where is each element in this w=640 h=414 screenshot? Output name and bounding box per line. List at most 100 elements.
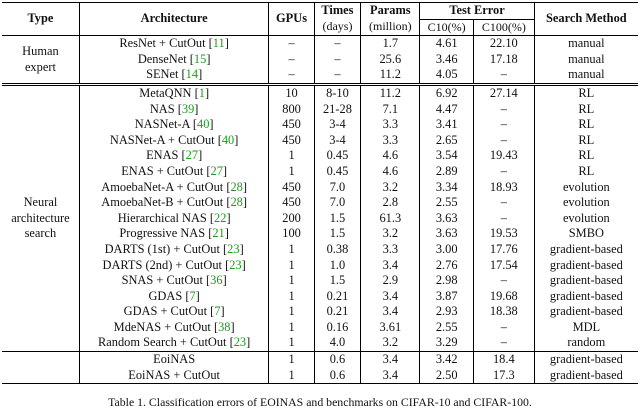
gpus-cell: 1 xyxy=(268,273,315,289)
table-row: NAS [39] 800 21-28 7.1 4.47– RL xyxy=(2,101,638,118)
params-cell: 3.4 xyxy=(360,351,421,368)
c100-cell: 19.53 xyxy=(473,226,535,242)
method-cell: random xyxy=(567,335,606,350)
col-gpus-header: GPUs xyxy=(268,2,315,36)
c100-cell: – xyxy=(473,163,535,180)
params-cell: 11.2 xyxy=(360,84,421,102)
table-row: DenseNet [15] – –25.6 3.46 17.18 manual xyxy=(2,51,638,68)
architecture-cell: DARTS (1st) + CutOut [23] xyxy=(79,241,270,258)
architecture-cell: NAS [39] xyxy=(79,101,270,118)
citation-link[interactable]: 40 xyxy=(221,132,235,147)
method-cell: manual xyxy=(568,36,605,51)
c100-cell: 19.68 xyxy=(473,288,535,305)
table-row: NASNet-A [40] 450 3-4 3.3 3.41– RL xyxy=(2,117,638,133)
c10-cell: 3.34 xyxy=(419,179,474,196)
table-row-ours: EoiNAS + CutOut 1 0.6 3.4 2.50 17.3 gradient-b… xyxy=(2,367,638,384)
c100-cell: – xyxy=(473,319,535,336)
citation-link[interactable]: 27 xyxy=(210,163,223,178)
architecture-name: AmoebaNet-A + CutOut xyxy=(101,179,224,194)
gpus-cell: 1 xyxy=(268,351,315,368)
architecture-name: MdeNAS + CutOut xyxy=(113,319,211,334)
c100-cell: – xyxy=(473,335,535,352)
citation-link[interactable]: 14 xyxy=(185,67,199,82)
c100-cell: – xyxy=(473,273,535,289)
method-cell: SMBO xyxy=(568,226,604,241)
c100-cell: 18.38 xyxy=(473,304,535,320)
c10-cell: 2.65 xyxy=(419,132,474,149)
method-cell: gradient-based xyxy=(549,288,623,303)
params-cell: 3.3 xyxy=(360,132,421,149)
architecture-cell: Hierarchical NAS [22] xyxy=(79,210,270,227)
c100-cell: 22.10 xyxy=(473,35,535,52)
times-cell: 4.0 xyxy=(314,335,362,352)
gpus-cell: – xyxy=(268,51,315,68)
citation-link[interactable]: 7 xyxy=(214,304,221,319)
citation-link[interactable]: 28 xyxy=(230,195,243,210)
architecture-name: Random Search + CutOut xyxy=(98,335,227,350)
gpus-cell: 450 xyxy=(268,179,315,196)
times-cell: 0.45 xyxy=(314,148,362,164)
citation-link[interactable]: 23 xyxy=(229,257,242,272)
gpus-cell: 1 xyxy=(268,288,315,305)
method-cell: MDL xyxy=(572,319,601,334)
citation-link[interactable]: 28 xyxy=(230,179,243,194)
c100-cell: – xyxy=(473,101,535,118)
citation-link[interactable]: 23 xyxy=(227,241,240,256)
architecture-name: DenseNet xyxy=(137,51,187,66)
table-row: DARTS (1st) + CutOut [23] 1 0.38 3.3 3.00 17.… xyxy=(2,241,638,258)
method-cell: gradient-based xyxy=(549,367,623,382)
citation-link[interactable]: 15 xyxy=(193,51,207,66)
c100-cell: 19.43 xyxy=(473,148,535,164)
table-row: Random Search + CutOut [23] 1 4.0 3.2 3.29– r… xyxy=(2,335,638,352)
architecture-name: NASNet-A + CutOut xyxy=(109,132,215,147)
citation-link[interactable]: 40 xyxy=(197,117,210,132)
gpus-cell: 1 xyxy=(268,367,315,384)
method-cell: RL xyxy=(578,132,595,147)
method-cell: RL xyxy=(578,148,595,163)
group-type-label: Human expert xyxy=(2,35,80,85)
params-cell: 3.61 xyxy=(360,319,421,336)
citation-link[interactable]: 22 xyxy=(214,210,227,225)
c100-cell: 18.4 xyxy=(473,351,535,368)
times-cell: 1.0 xyxy=(314,257,362,274)
times-cell: – xyxy=(314,51,362,68)
gpus-cell: 450 xyxy=(268,195,315,211)
c10-cell: 4.05 xyxy=(419,67,474,85)
gpus-cell: 800 xyxy=(268,101,315,118)
citation-link[interactable]: 7 xyxy=(189,288,196,303)
results-table: Type Architecture GPUs Times Params Test… xyxy=(2,2,638,384)
architecture-cell: AmoebaNet-A + CutOut [28] xyxy=(79,179,270,196)
params-cell: 11.2 xyxy=(360,67,421,85)
architecture-cell: NASNet-A [40] xyxy=(79,117,270,133)
group-type-line: expert xyxy=(24,59,56,74)
col-params-unit: (million) xyxy=(360,19,421,36)
c100-cell: – xyxy=(473,117,535,133)
citation-link[interactable]: 36 xyxy=(210,273,223,288)
params-cell: 3.3 xyxy=(360,117,421,133)
citation-link[interactable]: 1 xyxy=(198,85,205,100)
times-cell: 1.5 xyxy=(314,273,362,289)
times-cell: 0.6 xyxy=(314,351,362,368)
citation-link[interactable]: 39 xyxy=(181,101,195,116)
params-cell: 4.6 xyxy=(360,163,421,180)
params-cell: 3.2 xyxy=(360,179,421,196)
c10-cell: 3.87 xyxy=(419,288,474,305)
citation-link[interactable]: 11 xyxy=(212,36,225,51)
method-cell: evolution xyxy=(562,195,610,210)
group-type-label: Neural architecture search xyxy=(2,84,80,352)
citation-link[interactable]: 27 xyxy=(185,148,199,163)
method-cell: RL xyxy=(578,85,595,100)
method-cell: manual xyxy=(568,51,605,66)
citation-link[interactable]: 38 xyxy=(218,319,231,334)
architecture-cell: DARTS (2nd) + CutOut [23] xyxy=(79,257,270,274)
table-row: SNAS + CutOut [36] 1 1.5 2.9 2.98– gradient-b… xyxy=(2,273,638,289)
citation-link[interactable]: 21 xyxy=(212,226,225,241)
method-cell: gradient-based xyxy=(549,273,623,288)
architecture-cell: ENAS [27] xyxy=(79,148,270,164)
times-cell: 7.0 xyxy=(314,179,362,196)
architecture-name: ResNet + CutOut xyxy=(119,36,206,51)
architecture-cell: GDAS + CutOut [7] xyxy=(79,304,270,320)
citation-link[interactable]: 23 xyxy=(233,335,247,350)
c10-cell: 3.63 xyxy=(419,210,474,227)
architecture-name: Hierarchical NAS xyxy=(117,210,207,225)
